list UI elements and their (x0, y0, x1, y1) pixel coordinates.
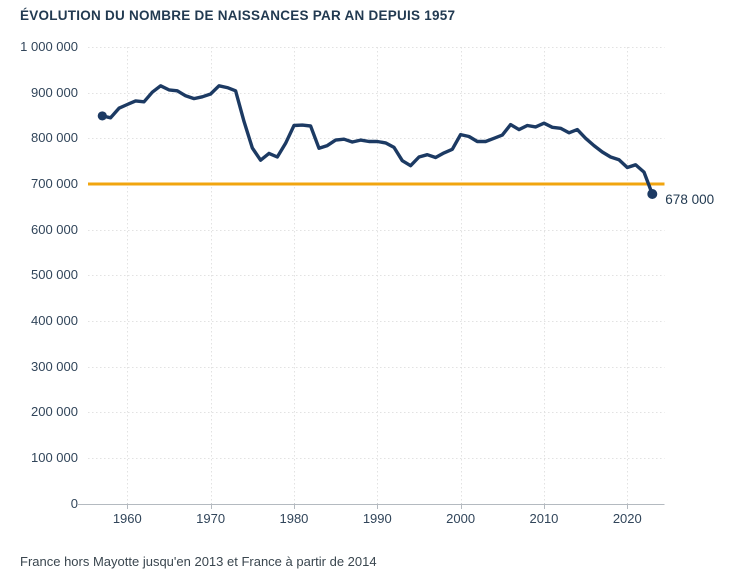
y-axis-label-900000: 900 000 (31, 84, 78, 100)
y-axis-label-300000: 300 000 (31, 358, 78, 374)
births-line (100, 84, 654, 196)
x-axis-label-1960: 1960 (112, 511, 142, 526)
y-axis-label-800000: 800 000 (31, 130, 78, 146)
x-axis-label-1990: 1990 (362, 511, 392, 526)
grid-layer (78, 47, 665, 509)
y-axis-label-700000: 700 000 (31, 175, 78, 191)
end-value-label: 678 000 (665, 191, 715, 207)
y-axis-label-600000: 600 000 (31, 221, 78, 237)
y-axis-label-100000: 100 000 (31, 449, 78, 465)
source-note: France hors Mayotte jusqu'en 2013 et Fra… (20, 554, 377, 569)
x-axis-label-1980: 1980 (279, 511, 309, 526)
x-axis-label-1970: 1970 (196, 511, 226, 526)
x-axis-label-2000: 2000 (446, 511, 476, 526)
x-axis-label-2010: 2010 (529, 511, 559, 526)
y-axis-label-1000000: 1 000 000 (20, 39, 78, 54)
y-axis-label-500000: 500 000 (31, 267, 78, 283)
first-point-marker (97, 111, 107, 121)
y-axis-label-0: 0 (70, 495, 78, 511)
y-axis-label-200000: 200 000 (31, 404, 78, 420)
last-point-marker (647, 188, 658, 199)
chart-title: ÉVOLUTION DU NOMBRE DE NAISSANCES PAR AN… (20, 8, 456, 23)
x-axis-label-2020: 2020 (612, 511, 642, 526)
y-axis-label-400000: 400 000 (31, 312, 78, 328)
